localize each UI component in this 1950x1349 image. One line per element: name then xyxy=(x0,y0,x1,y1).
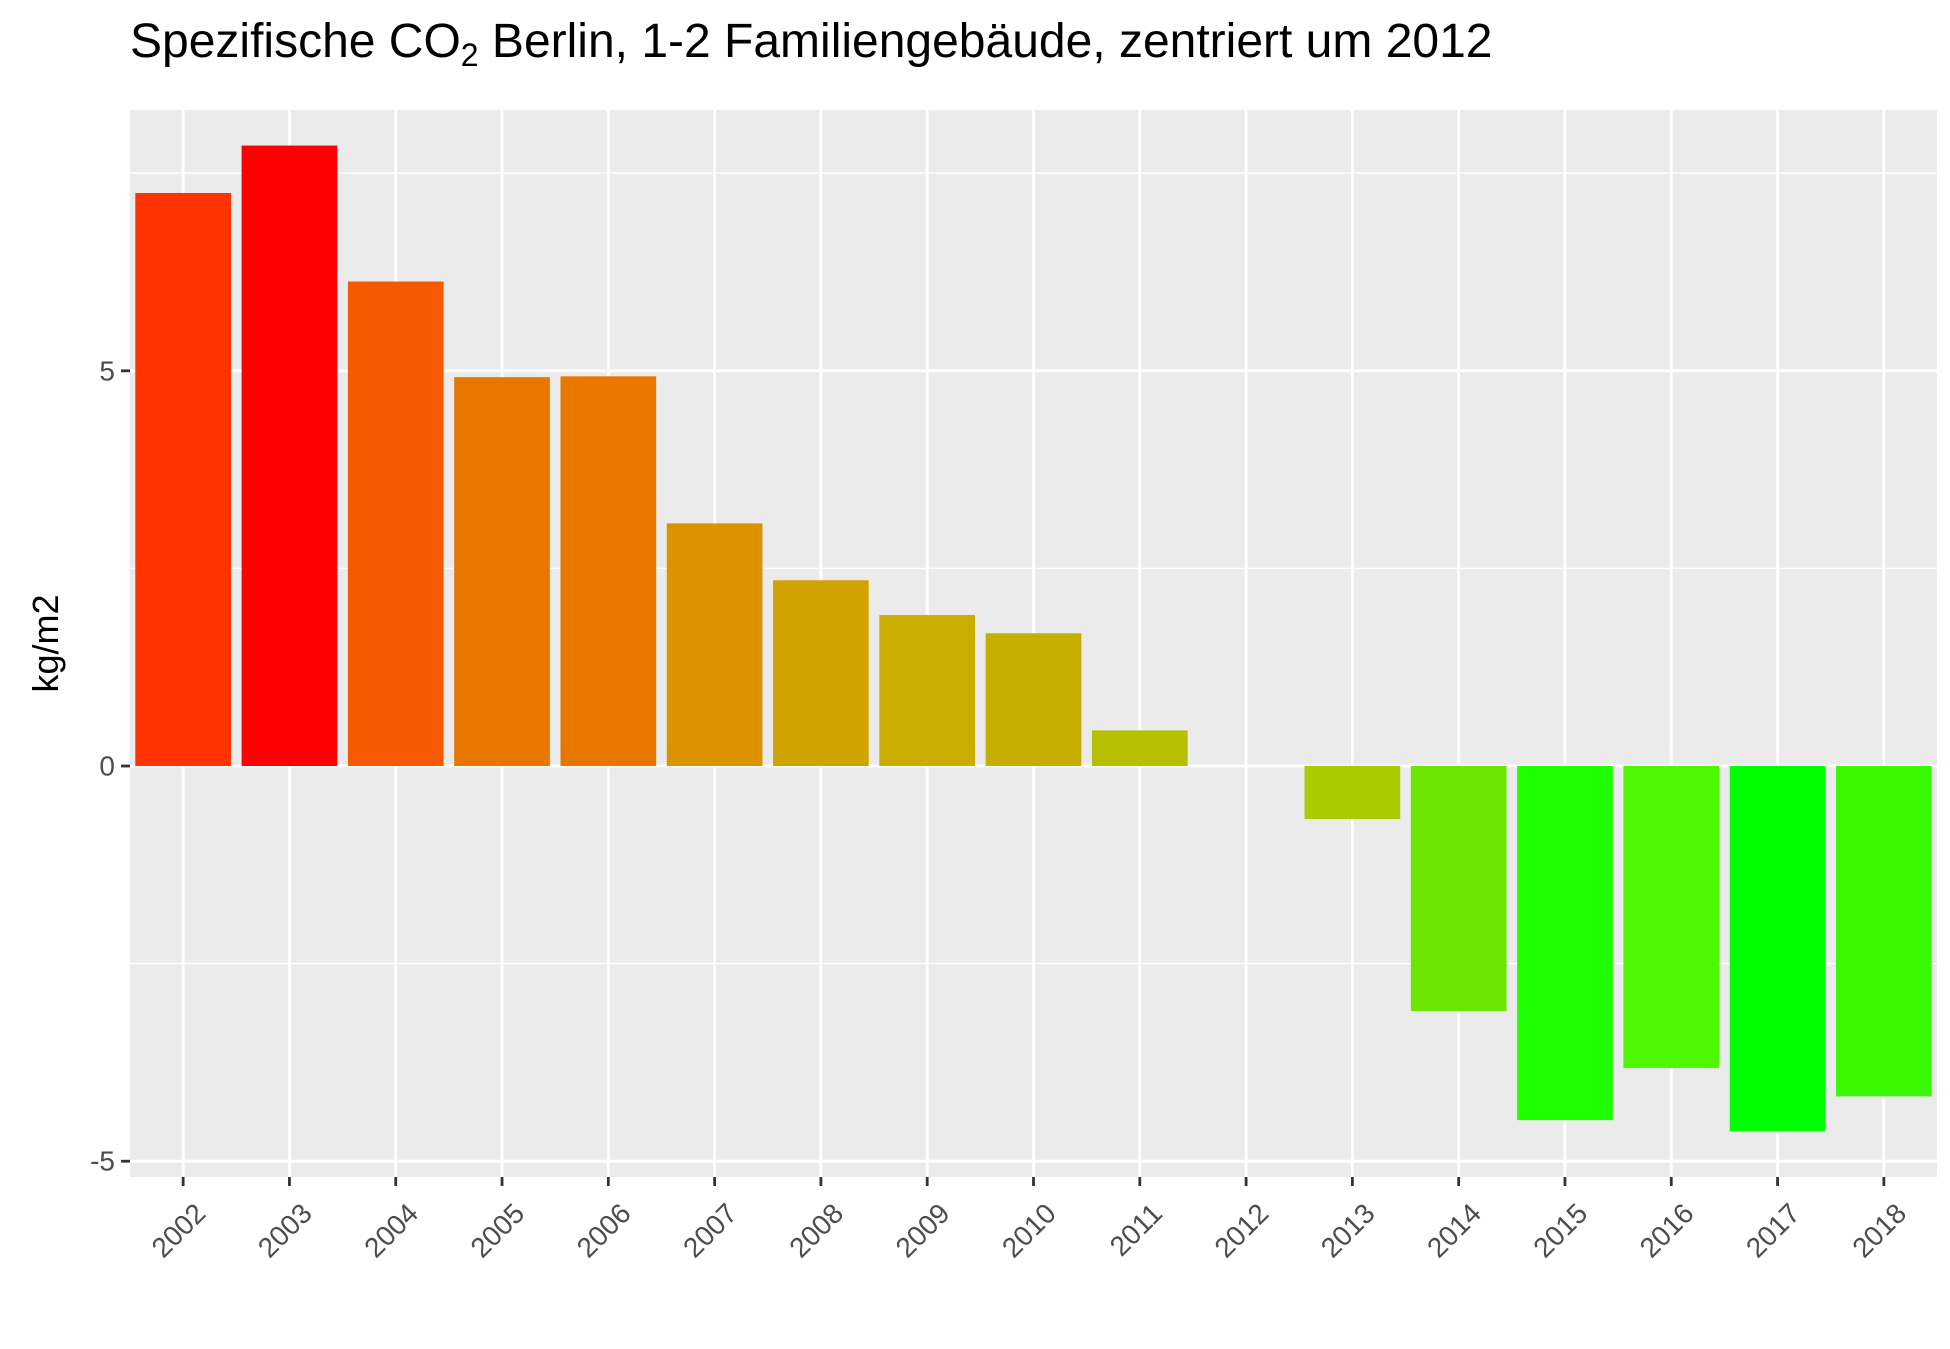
x-tick-label: 2008 xyxy=(783,1197,849,1263)
y-tick-label: 0 xyxy=(99,751,115,782)
chart-title-suffix: Berlin, 1-2 Familiengebäude, zentriert u… xyxy=(478,15,1493,68)
bar-2018 xyxy=(1836,766,1932,1097)
bar-2015 xyxy=(1517,766,1613,1121)
y-tick-label: -5 xyxy=(90,1146,115,1177)
bar-2010 xyxy=(985,633,1082,767)
x-tick-label: 2015 xyxy=(1527,1197,1593,1263)
x-tick-label: 2010 xyxy=(996,1197,1062,1263)
bar-2016 xyxy=(1623,766,1720,1068)
y-tick-label: 5 xyxy=(99,355,115,386)
bar-2013 xyxy=(1304,766,1401,819)
bar-2002 xyxy=(135,192,231,767)
x-tick-label: 2014 xyxy=(1421,1197,1487,1263)
y-axis: 5 0 -5 xyxy=(90,355,130,1177)
bar-2009 xyxy=(879,615,976,767)
bar-2005 xyxy=(454,377,550,767)
bar-2008 xyxy=(773,580,869,767)
bar-2017 xyxy=(1729,766,1826,1132)
x-axis: 2002 2003 2004 2005 2006 2007 2008 2009 2010 2011… xyxy=(146,1177,1912,1263)
bar-2003 xyxy=(241,145,338,767)
x-tick-label: 2016 xyxy=(1634,1197,1700,1263)
bar-2006 xyxy=(560,376,657,767)
x-tick-label: 2002 xyxy=(146,1197,212,1263)
x-tick-label: 2007 xyxy=(677,1197,743,1263)
chart-title: Spezifische CO2 Berlin, 1-2 Familiengebä… xyxy=(130,14,1493,71)
bar-2014 xyxy=(1410,766,1507,1012)
x-tick-label: 2011 xyxy=(1104,1197,1169,1262)
bar-2011 xyxy=(1091,730,1188,767)
bars xyxy=(135,145,1932,1132)
x-tick-label: 2018 xyxy=(1846,1197,1912,1263)
bar-2007 xyxy=(666,523,763,767)
bar-2004 xyxy=(347,281,444,767)
x-tick-label: 2012 xyxy=(1209,1197,1275,1263)
x-tick-label: 2003 xyxy=(252,1197,318,1263)
x-tick-label: 2006 xyxy=(571,1197,637,1263)
x-tick-label: 2005 xyxy=(464,1197,530,1263)
x-tick-label: 2004 xyxy=(358,1197,424,1263)
chart-title-prefix: Spezifische CO xyxy=(130,15,461,68)
y-axis-title: kg/m2 xyxy=(25,594,66,692)
chart-title-subscript: 2 xyxy=(460,37,479,73)
x-tick-label: 2013 xyxy=(1315,1197,1381,1263)
x-tick-label: 2017 xyxy=(1740,1197,1806,1263)
x-tick-label: 2009 xyxy=(890,1197,956,1263)
